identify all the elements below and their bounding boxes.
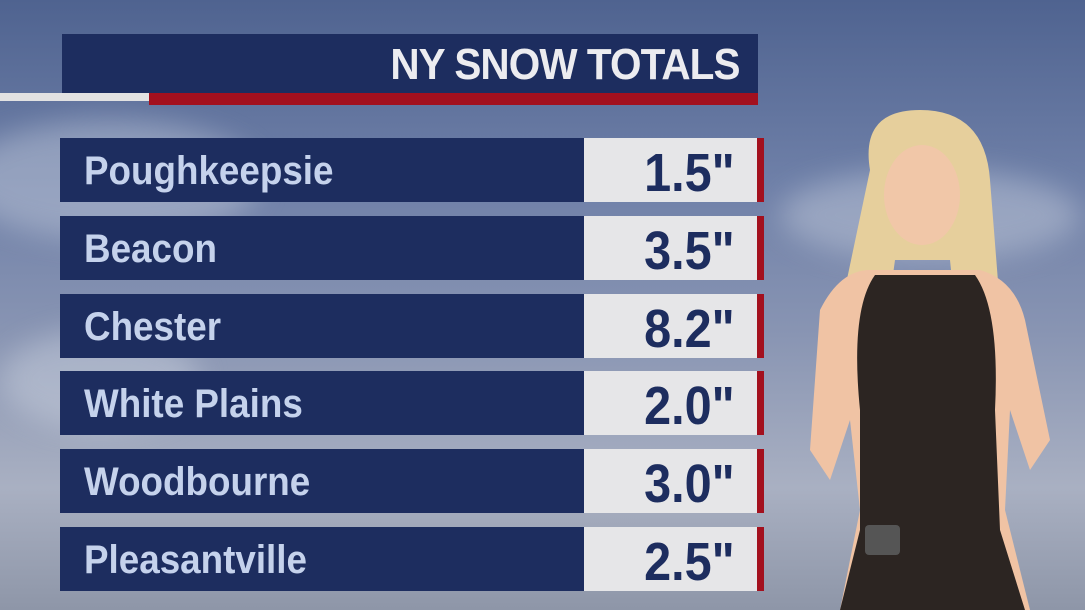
- location-cell: White Plains: [60, 371, 584, 436]
- table-row: Beacon 3.5": [60, 215, 764, 281]
- table-row: White Plains 2.0": [60, 371, 764, 437]
- total-cell: 8.2": [584, 293, 757, 359]
- total-cell: 2.5": [584, 527, 757, 592]
- snow-total: 3.0": [644, 454, 735, 515]
- page-title: NY SNOW TOTALS: [390, 40, 741, 89]
- location-name: White Plains: [84, 382, 303, 427]
- table-row: Poughkeepsie 1.5": [60, 138, 764, 203]
- snow-total: 1.5": [644, 143, 735, 203]
- snow-total: 8.2": [644, 298, 735, 359]
- total-cell: 1.5": [584, 138, 757, 203]
- title-underline: [149, 93, 758, 105]
- table-row: Woodbourne 3.0": [60, 449, 764, 515]
- location-cell: Woodbourne: [60, 449, 584, 514]
- row-accent-stripe: [757, 293, 764, 358]
- total-cell: 2.0": [584, 371, 757, 437]
- row-accent-stripe: [757, 215, 764, 280]
- snow-total: 3.5": [644, 220, 735, 281]
- location-cell: Poughkeepsie: [60, 138, 584, 202]
- row-accent-stripe: [757, 449, 764, 514]
- row-accent-stripe: [757, 138, 764, 202]
- table-row: Pleasantville 2.5": [60, 527, 764, 592]
- location-cell: Beacon: [60, 215, 584, 280]
- accent-line: [0, 93, 149, 101]
- total-cell: 3.0": [584, 449, 757, 515]
- row-accent-stripe: [757, 527, 764, 591]
- total-cell: 3.5": [584, 215, 757, 281]
- location-name: Woodbourne: [84, 460, 311, 505]
- title-bar: NY SNOW TOTALS: [62, 34, 758, 93]
- location-name: Pleasantville: [84, 538, 307, 582]
- location-cell: Chester: [60, 293, 584, 358]
- location-name: Poughkeepsie: [84, 149, 334, 193]
- row-accent-stripe: [757, 371, 764, 436]
- location-name: Chester: [84, 304, 222, 349]
- snow-total: 2.5": [644, 532, 735, 592]
- location-cell: Pleasantville: [60, 527, 584, 591]
- table-row: Chester 8.2": [60, 293, 764, 359]
- snow-total: 2.0": [644, 376, 735, 437]
- presenter: [810, 110, 1050, 610]
- location-name: Beacon: [84, 226, 217, 271]
